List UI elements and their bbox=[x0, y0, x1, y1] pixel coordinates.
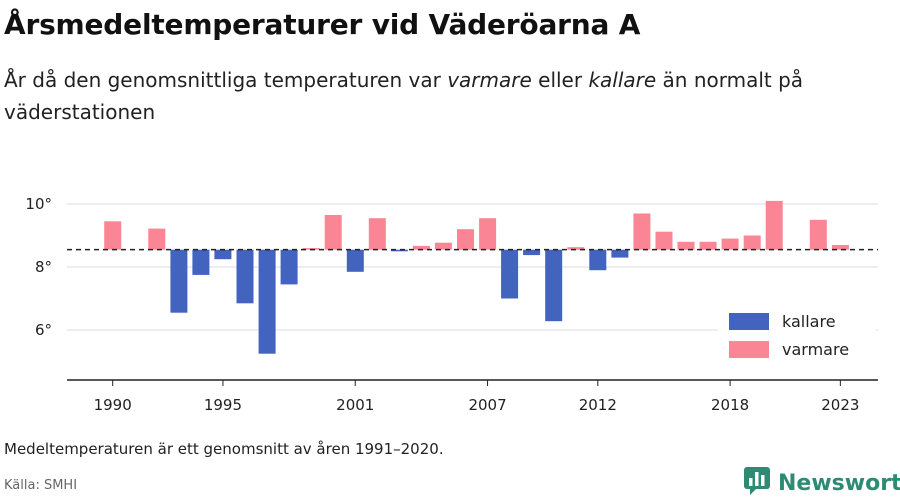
bar-warmer bbox=[721, 238, 739, 250]
bar-warmer bbox=[655, 231, 673, 250]
bar-colder bbox=[192, 249, 210, 275]
x-tick-label: 2018 bbox=[711, 396, 749, 414]
bar-warmer bbox=[677, 241, 695, 250]
brand-logo[interactable]: Newsworthy bbox=[744, 467, 900, 499]
x-tick-label: 1995 bbox=[204, 396, 242, 414]
bar-warmer bbox=[831, 245, 849, 250]
legend-label-warmer: varmare bbox=[782, 340, 849, 359]
bar-colder bbox=[589, 249, 607, 271]
chart-title: Årsmedeltemperaturer vid Väderöarna A bbox=[4, 8, 641, 41]
bar-colder bbox=[501, 249, 519, 299]
y-tick-label: 6° bbox=[35, 321, 52, 339]
bar-chart: 6° 8° 10° 1990 1995 2001 2007 2012 2018 2023 kall… bbox=[25, 195, 878, 414]
bars bbox=[104, 200, 849, 354]
bar-colder bbox=[258, 249, 276, 354]
subtitle-text-2: eller bbox=[531, 68, 589, 92]
bar-colder bbox=[214, 249, 232, 260]
axes: 6° 8° 10° 1990 1995 2001 2007 2012 2018 2023 bbox=[25, 195, 878, 414]
bar-warmer bbox=[809, 219, 827, 250]
bar-colder bbox=[236, 249, 254, 304]
subtitle-emphasis-colder: kallare bbox=[588, 68, 657, 92]
bar-colder bbox=[346, 249, 364, 272]
x-tick-label: 1990 bbox=[94, 396, 132, 414]
x-tick-label: 2023 bbox=[821, 396, 859, 414]
bar-warmer bbox=[412, 245, 430, 250]
bar-colder bbox=[545, 249, 563, 322]
legend-swatch-warmer bbox=[729, 341, 769, 358]
legend: kallare varmare bbox=[718, 306, 876, 364]
brand-name: Newsworthy bbox=[778, 470, 900, 496]
bar-warmer bbox=[457, 229, 474, 250]
x-tick-label: 2007 bbox=[468, 396, 506, 414]
y-tick-label: 8° bbox=[35, 258, 52, 276]
bar-warmer bbox=[104, 221, 122, 250]
y-tick-label: 10° bbox=[25, 195, 52, 213]
chart-subtitle: År då den genomsnittliga temperaturen va… bbox=[4, 64, 884, 128]
x-tick-label: 2012 bbox=[579, 396, 617, 414]
bar-colder bbox=[390, 249, 408, 252]
bar-warmer bbox=[699, 241, 717, 250]
bar-warmer bbox=[148, 228, 166, 250]
bar-warmer bbox=[368, 218, 386, 250]
legend-swatch-colder bbox=[729, 313, 769, 330]
bar-colder bbox=[523, 249, 541, 256]
footnote: Medeltemperaturen är ett genomsnitt av å… bbox=[4, 440, 444, 458]
bar-warmer bbox=[324, 215, 342, 250]
subtitle-text-1: År då den genomsnittliga temperaturen va… bbox=[4, 68, 448, 92]
bar-warmer bbox=[302, 248, 320, 250]
bar-warmer bbox=[567, 247, 585, 250]
bar-warmer bbox=[743, 235, 761, 250]
bar-colder bbox=[611, 249, 629, 258]
subtitle-emphasis-warmer: varmare bbox=[447, 68, 532, 92]
bar-warmer bbox=[765, 200, 783, 250]
legend-label-colder: kallare bbox=[782, 312, 836, 331]
bar-warmer bbox=[434, 242, 452, 250]
x-tick-label: 2001 bbox=[336, 396, 374, 414]
bar-warmer bbox=[633, 213, 651, 250]
newsworthy-logo-icon bbox=[744, 467, 770, 499]
bar-colder bbox=[170, 249, 188, 313]
bar-colder bbox=[280, 249, 298, 285]
source-credit: Källa: SMHI bbox=[4, 478, 78, 493]
bar-warmer bbox=[479, 218, 497, 250]
subtitle-text-3: än normalt på väderstationen bbox=[4, 68, 804, 124]
